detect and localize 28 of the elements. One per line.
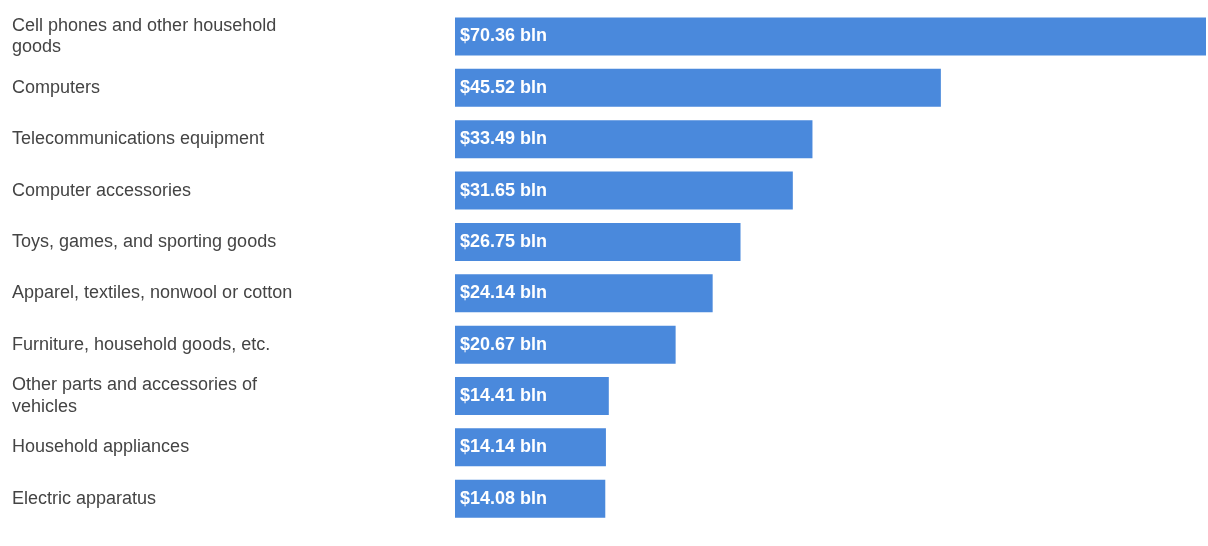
bar [455,325,676,364]
y-tick-label: Computers [12,76,101,97]
bar [455,17,1206,56]
data-label: $14.41 bln [460,384,548,405]
bar [455,171,793,210]
data-label: $26.75 bln [460,230,548,251]
data-label: $45.52 bln [460,76,548,97]
data-label: $14.08 bln [460,487,548,508]
y-tick-label: Furniture, household goods, etc. [12,333,271,354]
y-tick-label: Household appliances [12,436,190,457]
data-label: $70.36 bln [460,25,548,46]
y-tick-label: Toys, games, and sporting goods [12,230,277,251]
data-label: $33.49 bln [460,128,548,149]
bar [455,120,813,159]
data-label: $31.65 bln [460,179,548,200]
y-tick-label: Telecommunications equipment [12,128,265,149]
data-label: $14.14 bln [460,436,548,457]
data-label: $20.67 bln [460,333,548,354]
bar [455,377,609,415]
y-tick-label: Electric apparatus [12,487,157,508]
data-label: $24.14 bln [460,282,548,303]
y-tick-label: Computer accessories [12,179,192,200]
bar [455,274,713,313]
y-tick-label: Apparel, textiles, nonwool or cotton [12,282,293,303]
bar [455,68,941,107]
bar [455,222,741,261]
y-tick-label: Cell phones and other household goods [12,14,277,57]
y-tick-label: Other parts and accessories of vehicles [12,374,259,416]
